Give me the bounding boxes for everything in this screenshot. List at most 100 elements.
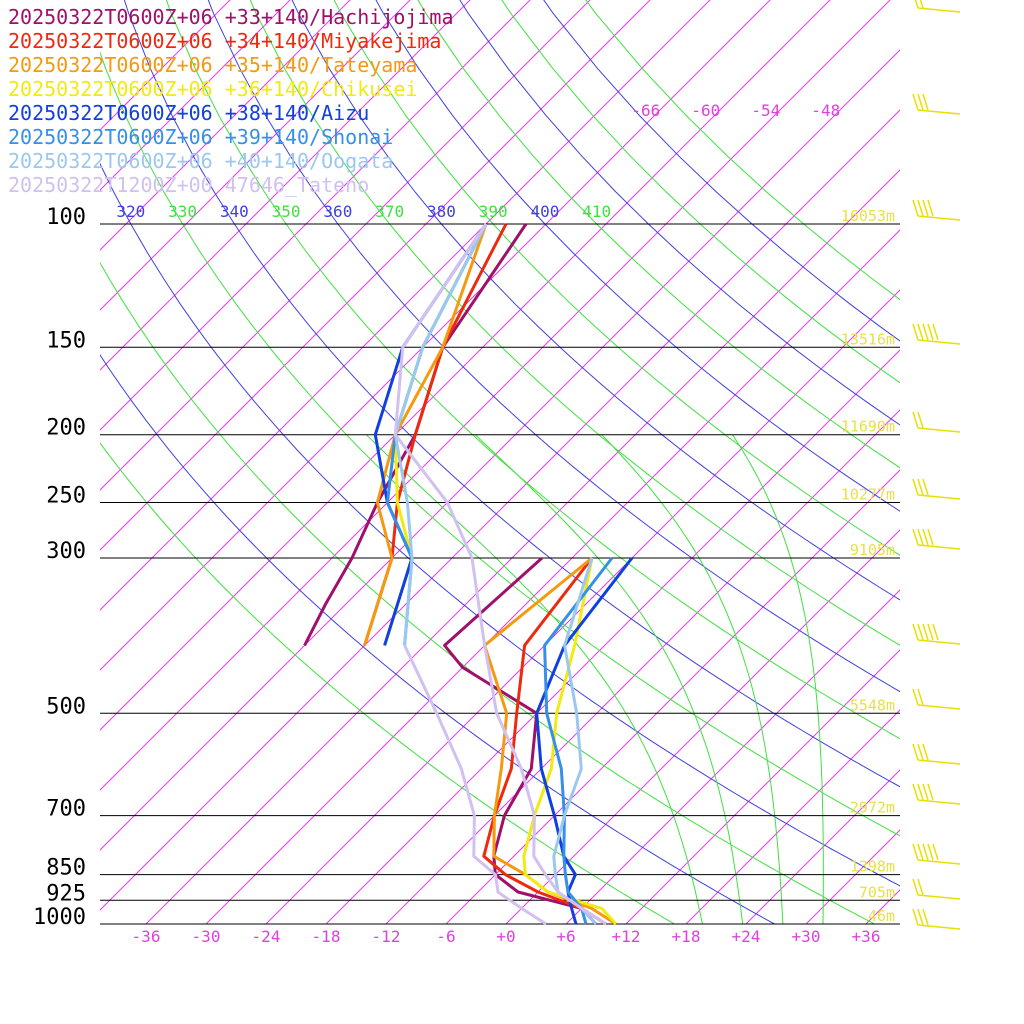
wind-barb-flag — [927, 843, 934, 861]
wind-barb-flag — [919, 0, 924, 9]
isotherm-line — [100, 0, 231, 131]
legend-entry: 20250322T0600Z+06 +34+140/Miyakejima — [8, 29, 441, 53]
wind-barb-flag — [917, 908, 924, 926]
wind-barb-staff — [917, 704, 961, 710]
moist-adiabat-line — [365, 434, 703, 924]
upper-isotherm-label: -48 — [811, 101, 840, 120]
wind-barb-flag — [917, 199, 924, 217]
isotherm-line — [100, 0, 531, 431]
wind-barb-flag — [912, 478, 919, 496]
upper-isotherm-label: -60 — [691, 101, 720, 120]
height-label: 2972m — [850, 799, 895, 817]
wind-barb-flag — [912, 783, 919, 801]
wind-barb-staff — [917, 544, 961, 550]
dewpoint-profile — [403, 644, 547, 926]
x-tick-label: -12 — [372, 927, 401, 946]
wind-barb-staff — [917, 215, 961, 221]
legend-entry: 20250322T0600Z+06 +38+140/Aizu — [8, 101, 369, 125]
isotherm-line — [505, 529, 900, 924]
x-tick-label: +30 — [792, 927, 821, 946]
theta-label: 360 — [323, 202, 352, 221]
adiabat-line — [100, 162, 900, 887]
wind-barb-flag — [922, 623, 929, 641]
pressure-label: 925 — [46, 881, 86, 906]
height-label: 46m — [868, 907, 895, 925]
adiabat-line — [123, 0, 900, 788]
pressure-label: 200 — [46, 416, 86, 441]
wind-barb-flag — [917, 688, 924, 706]
moist-adiabat-line — [732, 434, 824, 924]
isotherm-line — [100, 0, 411, 311]
wind-barb-flag — [922, 528, 929, 546]
wind-barb-flag — [912, 743, 919, 761]
wind-barb — [912, 93, 961, 115]
temperature-profile — [443, 556, 598, 926]
wind-barb-flag — [927, 199, 934, 217]
pressure-label: 850 — [46, 856, 86, 881]
theta-label: 390 — [479, 202, 508, 221]
isotherm-line — [926, 0, 1024, 924]
adiabat-line — [100, 261, 876, 924]
wind-barb-flag — [917, 528, 924, 546]
wind-barb — [912, 528, 961, 550]
wind-barb-flag — [922, 93, 929, 111]
legend: 20250322T0600Z+06 +33+140/Hachijojima202… — [8, 5, 454, 197]
wind-barb-flag — [922, 743, 929, 761]
wind-barb — [912, 323, 961, 345]
wind-barb — [912, 743, 961, 765]
wind-barb-flag — [912, 878, 919, 896]
temperature-profile — [543, 557, 614, 925]
height-label: 16053m — [841, 207, 895, 225]
wind-barb-flag — [917, 411, 924, 429]
dewpoint-profile — [393, 223, 488, 646]
x-tick-label: -30 — [192, 927, 221, 946]
moist-adiabat-line — [474, 434, 744, 924]
legend-entry: 20250322T0600Z+06 +39+140/Shonai — [8, 125, 393, 149]
height-label: 5548m — [850, 696, 895, 714]
wind-barb-flag — [917, 93, 924, 111]
theta-label: 400 — [530, 202, 559, 221]
wind-barb-flag — [927, 528, 934, 546]
wind-barb-flag — [922, 843, 929, 861]
isotherm-line — [445, 469, 900, 924]
isotherm-line — [565, 589, 900, 924]
wind-barb-flag — [917, 878, 924, 896]
theta-label: 340 — [220, 202, 249, 221]
isotherm-line — [986, 0, 1024, 924]
legend-entry: 20250322T1200Z+00 47646_Tateno — [8, 173, 369, 197]
height-label: 1398m — [850, 858, 895, 876]
wind-barb-staff — [917, 7, 961, 13]
pressure-label: 300 — [46, 539, 86, 564]
x-tick-label: +18 — [672, 927, 701, 946]
wind-barb — [914, 0, 961, 13]
temperature-profile — [482, 557, 607, 926]
adiabat-line — [165, 0, 900, 740]
wind-barb-column — [912, 0, 961, 930]
adiabat-line — [100, 51, 900, 837]
x-tick-label: -24 — [252, 927, 281, 946]
pressure-label: 700 — [46, 797, 86, 822]
wind-barb-flag — [922, 323, 929, 341]
theta-label: 380 — [427, 202, 456, 221]
pressure-label: 100 — [46, 205, 86, 230]
isotherm-line — [865, 889, 900, 924]
wind-barb-flag — [912, 688, 919, 706]
dewpoint-profile — [363, 223, 488, 646]
wind-barb-flag — [922, 908, 929, 926]
isotherm-line — [100, 0, 351, 251]
pressure-label: 1000 — [33, 905, 86, 930]
x-tick-label: +0 — [496, 927, 515, 946]
wind-barb-flag — [912, 843, 919, 861]
legend-entry: 20250322T0600Z+06 +40+140/Oogata — [8, 149, 393, 173]
wind-barb-flag — [922, 199, 929, 217]
adiabat-line — [100, 354, 776, 924]
wind-barb-staff — [917, 494, 961, 500]
wind-barb-flag — [917, 743, 924, 761]
x-tick-label: +24 — [732, 927, 761, 946]
wind-barb-flag — [912, 908, 919, 926]
height-label: 13516m — [841, 330, 895, 348]
chart-grid — [100, 0, 1024, 925]
wind-barb — [912, 688, 961, 710]
